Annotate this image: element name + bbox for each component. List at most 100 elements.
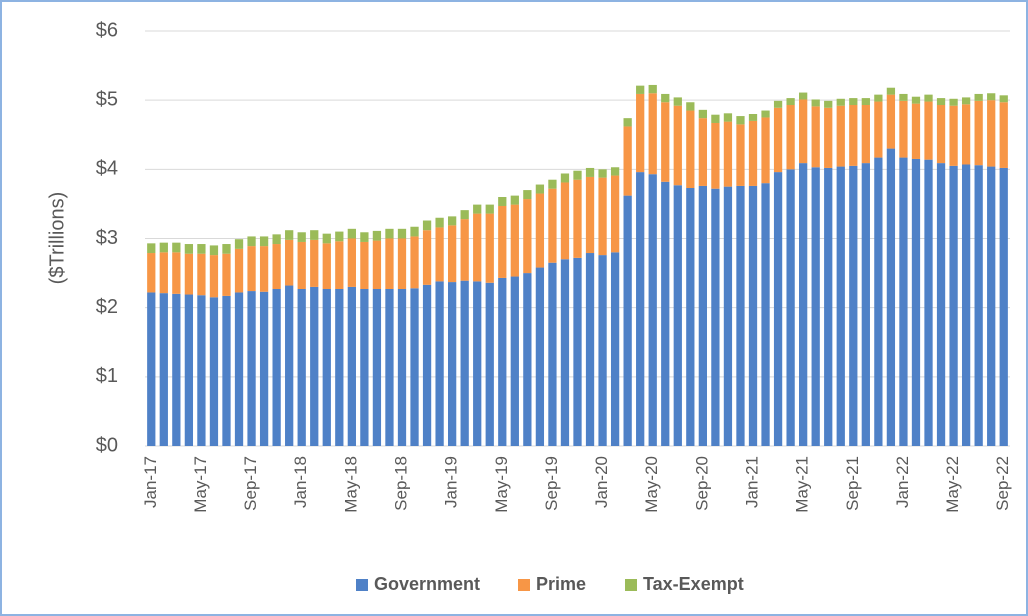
bar-segment	[272, 234, 281, 245]
bar-segment	[974, 100, 983, 166]
x-tick-label: Jan-20	[592, 456, 611, 508]
bar-segment	[448, 216, 457, 226]
bar-segment	[686, 102, 695, 111]
bar-segment	[322, 233, 331, 244]
bar-segment	[886, 148, 896, 447]
bar-segment	[159, 252, 168, 294]
bar-segment	[548, 179, 557, 189]
x-tick-label: Sep-18	[391, 456, 410, 511]
bar-segment	[448, 225, 457, 283]
bar-segment	[372, 240, 382, 289]
bar-segment	[510, 195, 519, 205]
bar-segment	[636, 85, 645, 94]
x-tick-label: Sep-19	[542, 456, 561, 511]
bar-segment	[648, 93, 657, 175]
bar-segment	[310, 286, 319, 446]
bar-segment	[473, 213, 482, 282]
bar-segment	[874, 157, 883, 446]
bar-segment	[824, 167, 833, 446]
bar-segment	[322, 243, 331, 289]
bar-segment	[285, 239, 294, 286]
bar-segment	[736, 124, 745, 186]
bar-segment	[422, 284, 432, 446]
bar-segment	[209, 245, 219, 256]
bar-segment	[836, 105, 845, 167]
bar-segment	[485, 204, 494, 214]
bar-segment	[987, 166, 996, 447]
bar-segment	[761, 117, 770, 184]
x-tick-label: Sep-21	[843, 456, 862, 511]
bar-segment	[397, 238, 407, 289]
x-tick-label: May-21	[793, 456, 812, 513]
bar-segment	[736, 116, 745, 125]
bar-segment	[899, 157, 908, 446]
bar-segment	[259, 236, 269, 247]
bar-segment	[761, 110, 770, 118]
bar-segment	[410, 288, 419, 446]
bar-segment	[197, 295, 206, 446]
bar-segment	[949, 165, 958, 446]
bar-segment	[748, 120, 758, 186]
bar-segment	[473, 281, 482, 446]
x-tick-label: May-22	[943, 456, 962, 513]
x-tick-label: May-18	[341, 456, 360, 513]
bar-segment	[485, 282, 494, 446]
legend-label: Tax-Exempt	[643, 574, 744, 594]
y-tick-label: $0	[96, 434, 118, 456]
bar-segment	[673, 185, 682, 446]
bar-segment	[886, 87, 896, 95]
bar-segment	[723, 121, 733, 187]
bar-segment	[987, 93, 996, 101]
bar-segment	[698, 185, 707, 446]
x-tick-label: Jan-22	[893, 456, 912, 508]
legend-label: Prime	[536, 574, 586, 594]
bar-segment	[347, 286, 356, 446]
bar-segment	[372, 230, 382, 241]
bar-segment	[874, 94, 883, 102]
bar-segment	[197, 244, 206, 254]
x-tick-label: Jan-19	[442, 456, 461, 508]
bar-segment	[636, 93, 645, 173]
bar-segment	[372, 288, 382, 446]
bar-segment	[698, 109, 707, 119]
x-tick-label: Jan-17	[141, 456, 160, 508]
bar-segment	[786, 105, 795, 170]
bar-segment	[448, 282, 457, 446]
bar-segment	[297, 232, 306, 242]
bar-segment	[159, 242, 168, 253]
bar-segment	[272, 244, 281, 289]
bar-segment	[147, 243, 156, 254]
bar-segment	[410, 226, 419, 237]
bar-segment	[673, 105, 682, 186]
bar-segment	[648, 84, 657, 94]
bar-segment	[723, 186, 733, 446]
bar-segment	[723, 113, 733, 122]
y-tick-label: $6	[96, 19, 118, 41]
bar-segment	[636, 172, 645, 446]
legend-label: Government	[374, 574, 480, 594]
bar-segment	[172, 252, 181, 294]
bar-segment	[573, 170, 582, 180]
y-tick-label: $3	[96, 227, 118, 249]
bar-segment	[222, 253, 231, 296]
y-tick-label: $2	[96, 296, 118, 318]
bar-segment	[310, 230, 319, 240]
bar-segment	[861, 105, 870, 164]
bar-segment	[661, 181, 670, 447]
bar-segment	[310, 239, 319, 287]
bar-segment	[184, 244, 194, 254]
bar-segment	[623, 118, 632, 127]
bar-segment	[523, 199, 532, 274]
bar-segment	[197, 253, 206, 296]
bar-segment	[259, 291, 269, 446]
bar-segment	[560, 182, 570, 260]
bar-segment	[535, 184, 545, 194]
bar-segment	[147, 292, 156, 446]
legend-swatch	[518, 579, 530, 591]
bar-segment	[761, 183, 770, 446]
bar-segment	[535, 193, 545, 268]
x-tick-label: Sep-22	[993, 456, 1012, 511]
bar-segment	[987, 100, 996, 167]
x-tick-label: May-20	[642, 456, 661, 513]
x-tick-label: Jan-21	[742, 456, 761, 508]
